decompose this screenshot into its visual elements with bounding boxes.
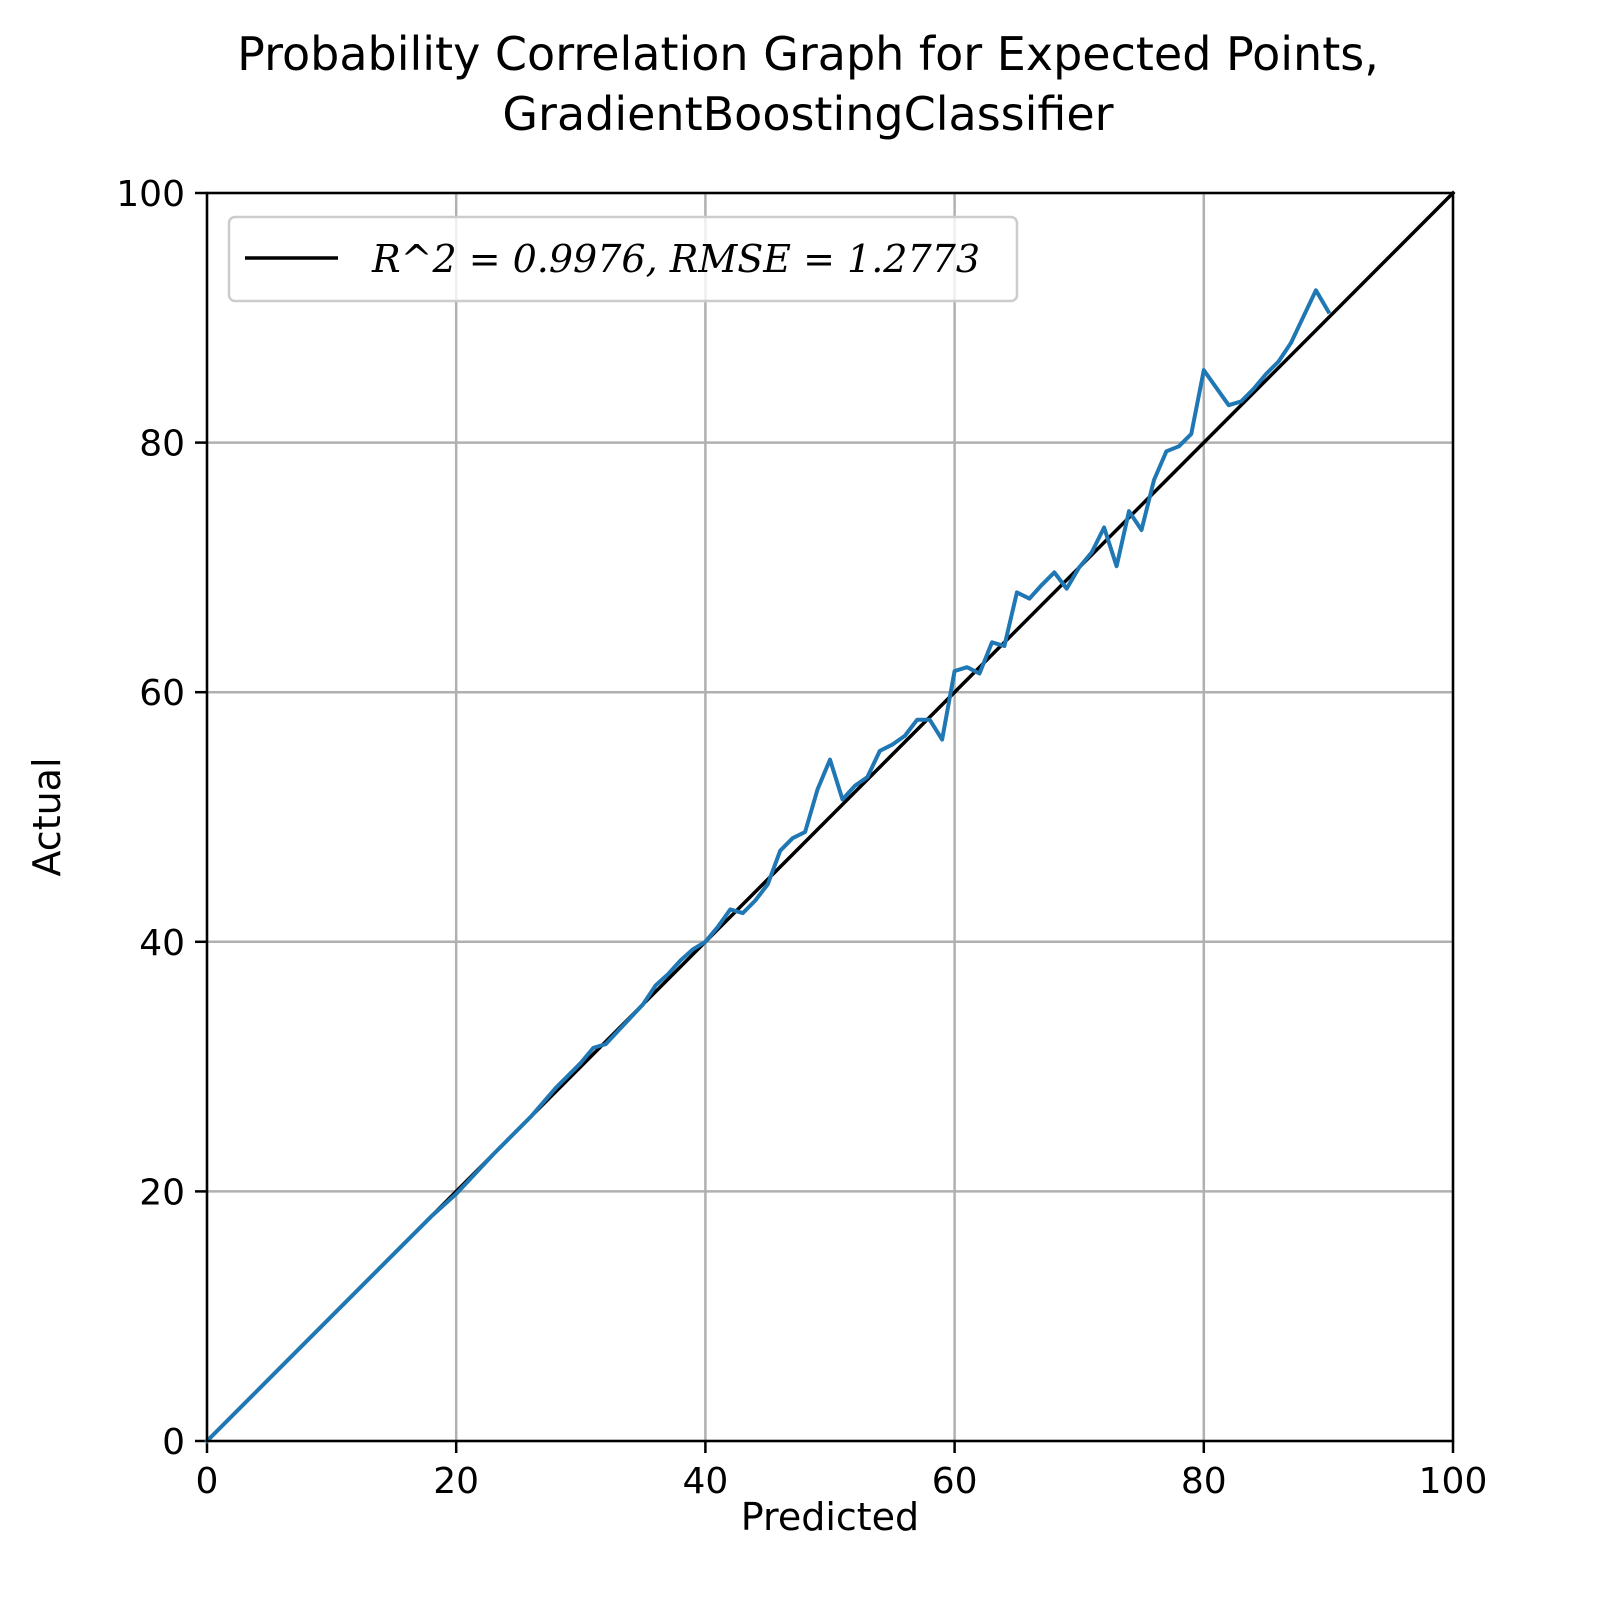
series-lines <box>204 190 1456 1444</box>
chart-title-line-1: Probability Correlation Graph for Expect… <box>237 27 1379 81</box>
axis-ticks: 0 20 40 60 80 100 0 20 40 60 80 100 <box>116 174 1487 1502</box>
y-tick-label-40: 40 <box>139 923 185 964</box>
chart-title: Probability Correlation Graph for Expect… <box>237 27 1379 141</box>
legend-label: R^2 = 0.9976, RMSE = 1.2773 <box>371 237 980 281</box>
legend: R^2 = 0.9976, RMSE = 1.2773 <box>227 215 1019 303</box>
y-tick-label-0: 0 <box>162 1422 185 1463</box>
chart-title-line-2: GradientBoostingClassifier <box>502 87 1113 141</box>
plot-frame <box>205 191 1455 1443</box>
x-tick-label-40: 40 <box>682 1461 728 1502</box>
legend-box <box>227 215 1019 303</box>
y-tick-label-100: 100 <box>116 174 185 215</box>
y-tick-label-60: 60 <box>139 673 185 714</box>
x-tick-label-80: 80 <box>1181 1461 1227 1502</box>
x-axis-label: Predicted <box>741 1495 919 1539</box>
x-tick-label-100: 100 <box>1419 1461 1488 1502</box>
x-tick-label-60: 60 <box>932 1461 978 1502</box>
probability-series-line <box>204 288 1332 1444</box>
x-tick-label-20: 20 <box>433 1461 479 1502</box>
x-tick-label-0: 0 <box>196 1461 219 1502</box>
y-axis-label: Actual <box>25 757 69 876</box>
y-tick-label-20: 20 <box>139 1172 185 1213</box>
y-tick-label-80: 80 <box>139 424 185 465</box>
